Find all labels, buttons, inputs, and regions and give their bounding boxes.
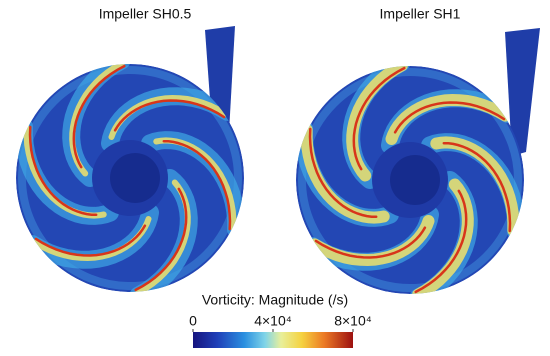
panel-title: Impeller SH1 — [380, 6, 461, 22]
outer-ring — [298, 68, 522, 292]
outer-ring — [18, 66, 242, 290]
blade-edge — [134, 187, 188, 292]
panel-title: Impeller SH0.5 — [99, 6, 192, 22]
blade-edge — [162, 139, 232, 231]
blade-edge — [352, 66, 406, 171]
eye — [110, 153, 160, 203]
blade-edge — [442, 141, 512, 233]
blade-edge — [393, 101, 506, 134]
blade-edge — [28, 125, 98, 217]
colorbar-label: Vorticity: Magnitude (/s) — [202, 292, 348, 308]
vorticity-contour — [296, 28, 540, 294]
blade-edge — [34, 224, 147, 257]
colorbar-tick-label: 4×10⁴ — [254, 313, 292, 329]
blade-edge — [414, 189, 468, 294]
colorbar-tick-label: 8×10⁴ — [334, 313, 372, 329]
contour-body — [16, 64, 244, 292]
eye — [390, 155, 440, 205]
blade-edge — [308, 127, 378, 219]
blade-edge — [314, 226, 427, 259]
colorbar — [193, 332, 353, 348]
contour-body — [296, 66, 524, 294]
colorbar-tick-label: 0 — [189, 313, 197, 329]
vorticity-contour — [16, 26, 244, 292]
blade-edge — [72, 64, 126, 169]
blade-edge — [113, 99, 226, 132]
